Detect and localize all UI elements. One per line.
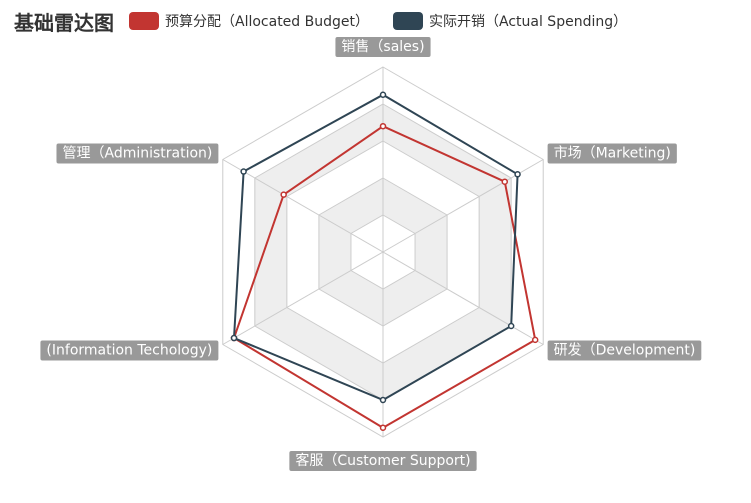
axis-label-1: 市场（Marketing): [547, 143, 677, 164]
radar-point-s1-3: [379, 396, 387, 404]
axis-label-3: 客服（Customer Support): [289, 451, 477, 471]
radar-axis-line-4: [222, 251, 384, 345]
legend-swatch-spending: [393, 12, 423, 30]
axis-label-text-4: (Information Techology): [46, 343, 212, 359]
axis-label-4: (Information Techology): [40, 340, 219, 361]
chart-title: 基础雷达图: [14, 11, 114, 35]
legend-label-budget: 预算分配（Allocated Budget）: [165, 14, 369, 30]
radar-point-s1-4: [230, 334, 238, 342]
axis-label-bg-2: [547, 340, 702, 361]
radar-axis-line-2: [382, 251, 544, 345]
axis-label-text-0: 销售（sales): [341, 39, 424, 55]
axis-label-bg-1: [547, 143, 677, 164]
radar-point-s1-2: [507, 322, 515, 330]
axis-label-bg-4: [40, 340, 219, 361]
axis-label-text-5: 管理（Administration): [62, 146, 212, 162]
axis-label-text-2: 研发（Development): [554, 343, 696, 359]
axis-label-5: 管理（Administration): [56, 143, 219, 164]
radar-point-s0-0: [379, 122, 387, 130]
legend-item-spending[interactable]: 实际开销（Actual Spending）: [393, 11, 627, 31]
radar-point-s1-5: [240, 168, 247, 175]
legend-swatch-budget: [129, 12, 159, 30]
radar-point-s0-5: [280, 191, 287, 198]
radar-point-s0-3: [379, 424, 387, 431]
axis-label-2: 研发（Development): [547, 340, 702, 361]
radar-point-s1-0: [379, 91, 387, 98]
axis-label-bg-3: [289, 451, 477, 471]
axis-label-0: 销售（sales): [335, 37, 431, 57]
radar-point-s0-2: [531, 336, 539, 344]
legend-item-budget[interactable]: 预算分配（Allocated Budget）: [129, 11, 369, 31]
axis-label-bg-0: [335, 37, 431, 57]
radar-point-s1-1: [514, 171, 521, 178]
legend-label-spending: 实际开销（Actual Spending）: [429, 14, 628, 30]
axis-label-bg-5: [56, 143, 219, 164]
axis-label-text-3: 客服（Customer Support): [295, 452, 470, 469]
axis-label-text-1: 市场（Marketing): [554, 145, 671, 162]
radar-point-s0-1: [501, 178, 509, 185]
radar-axis-line-5: [222, 159, 384, 253]
